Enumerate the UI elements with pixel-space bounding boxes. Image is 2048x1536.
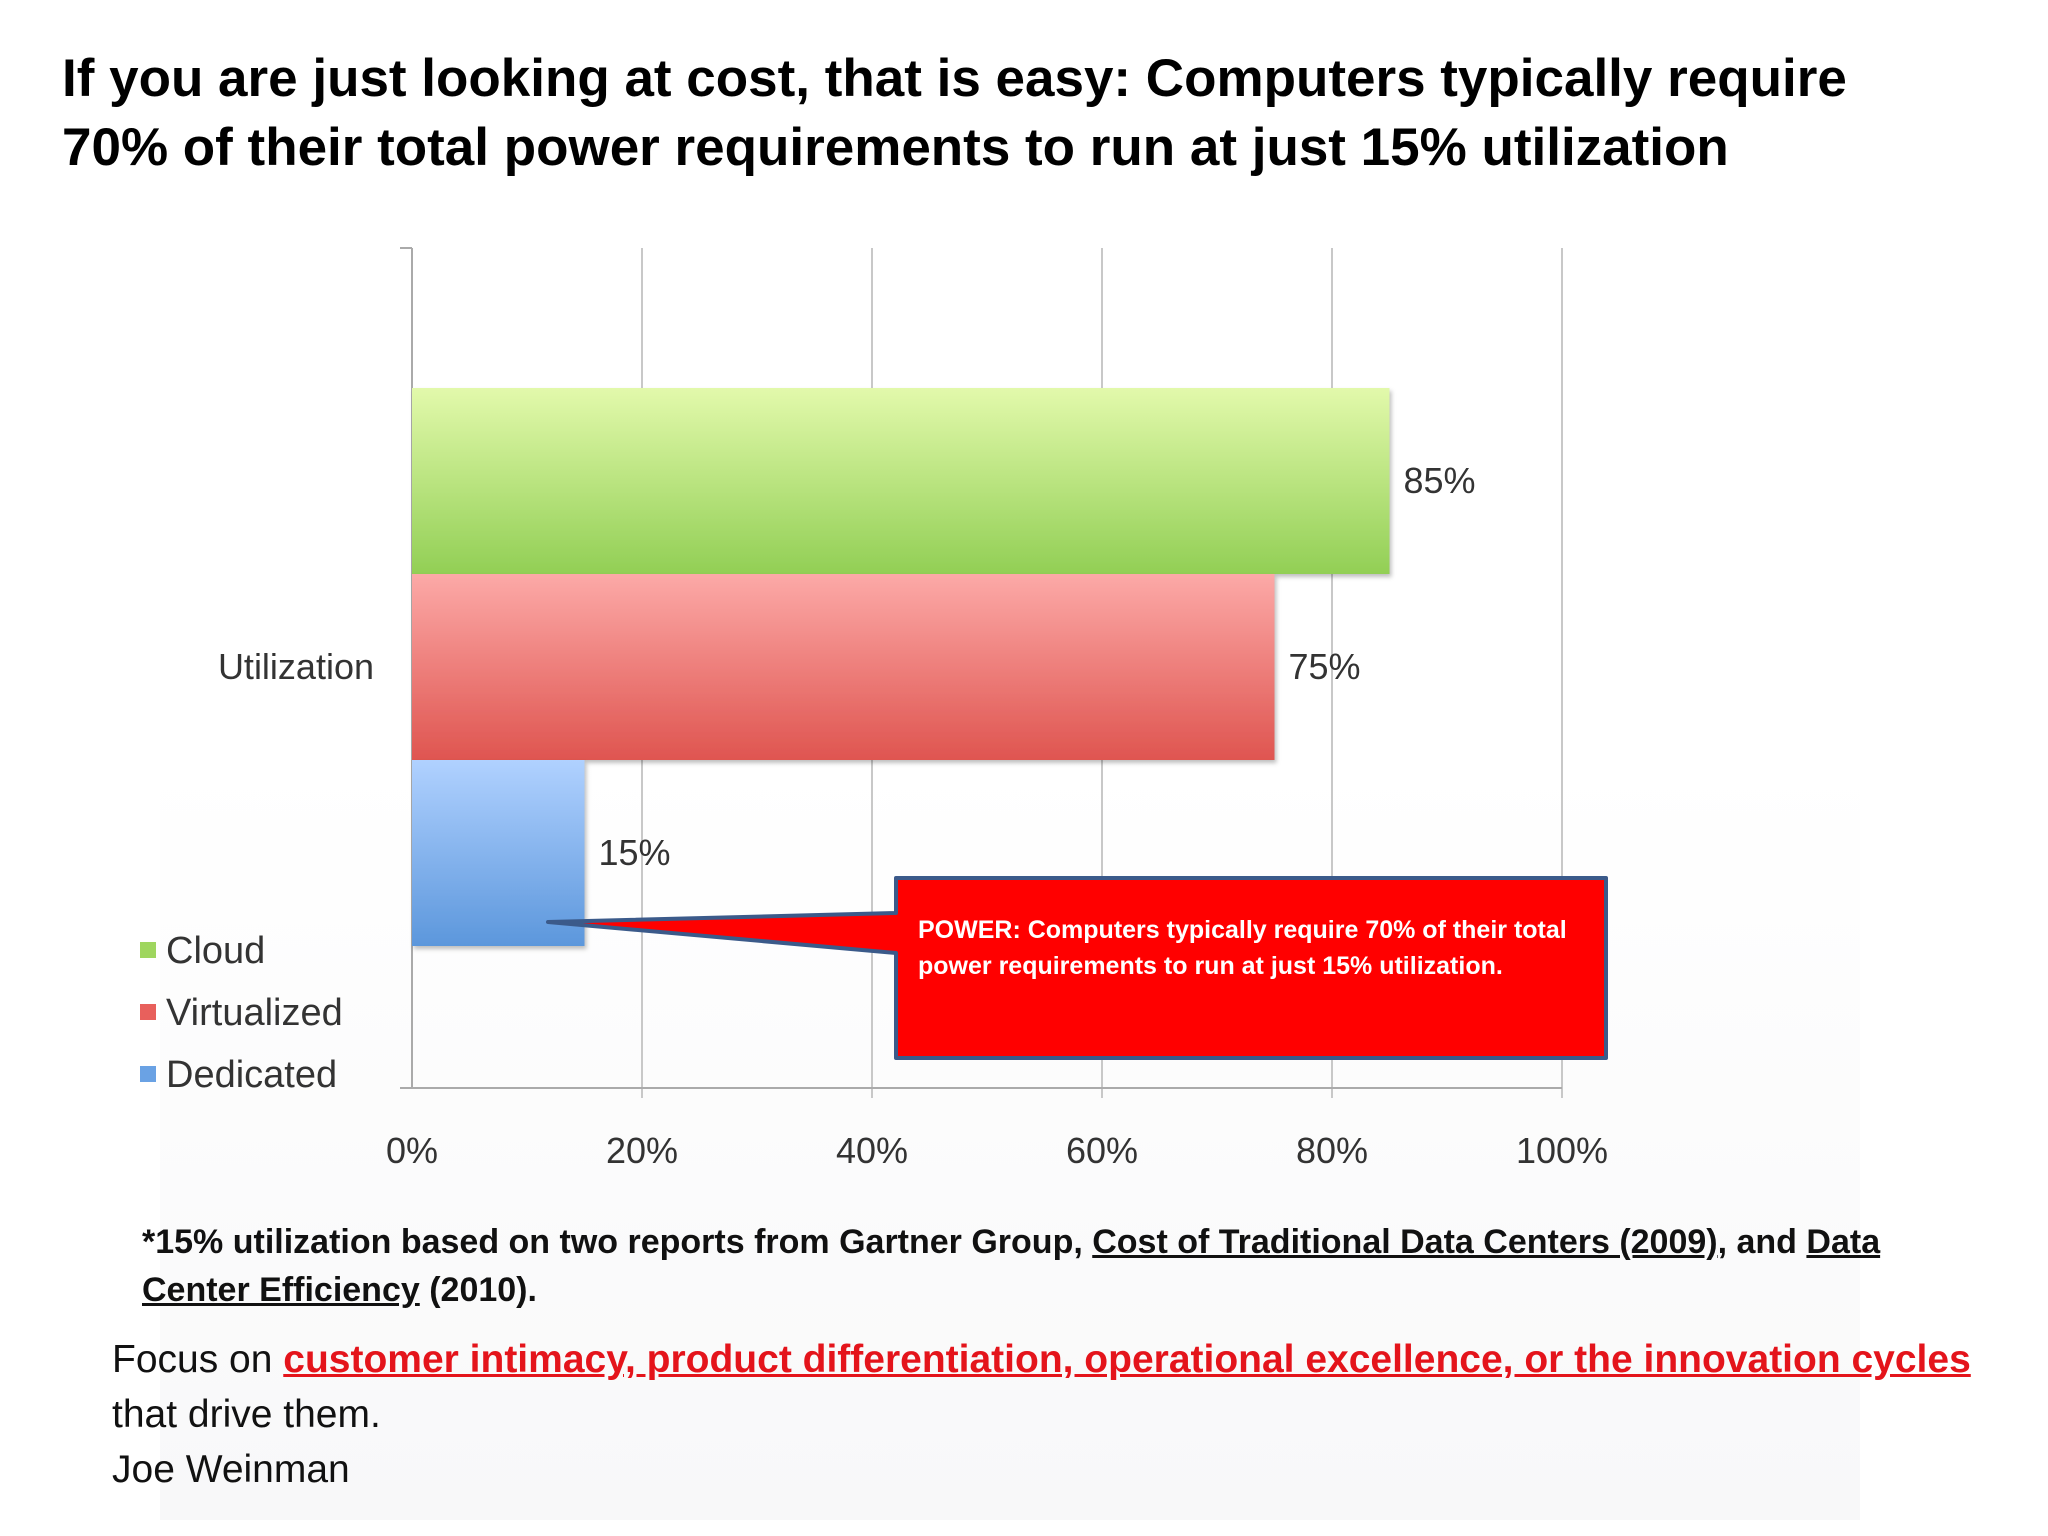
x-tick-label: 100% bbox=[1516, 1130, 1608, 1171]
bars bbox=[412, 388, 1390, 946]
data-label-dedicated: 15% bbox=[599, 832, 671, 873]
footnote-ref-cost: Cost of Traditional Data Centers (2009) bbox=[1092, 1223, 1718, 1261]
quote-emphasis: customer intimacy, product differentiati… bbox=[283, 1338, 1971, 1381]
footnote-middle: , and bbox=[1717, 1223, 1807, 1261]
data-label-virtualized: 75% bbox=[1289, 646, 1361, 687]
legend-label-virtualized: Virtualized bbox=[166, 992, 343, 1034]
legend-swatch-virtualized bbox=[140, 1004, 156, 1020]
legend: Cloud Virtualized Dedicated bbox=[140, 930, 343, 1096]
data-label-cloud: 85% bbox=[1404, 460, 1476, 501]
quote-tail: that drive them. bbox=[112, 1393, 381, 1436]
quote-author: Joe Weinman bbox=[112, 1448, 350, 1491]
quote-lead: Focus on bbox=[112, 1338, 284, 1381]
category-label: Utilization bbox=[218, 646, 374, 687]
x-tick-label: 60% bbox=[1066, 1130, 1138, 1171]
footnote-suffix: (2010). bbox=[419, 1271, 537, 1309]
callout-shape bbox=[546, 876, 1608, 1060]
bar-dedicated bbox=[412, 760, 585, 946]
data-labels: Utilization 85% 75% 15% bbox=[218, 460, 1476, 873]
legend-swatch-dedicated bbox=[140, 1066, 156, 1082]
footnote-prefix: *15% utilization based on two reports fr… bbox=[142, 1223, 1093, 1261]
footnote-ref-efficiency: Data Center Efficiency bbox=[142, 1223, 1881, 1309]
x-tick-label: 40% bbox=[836, 1130, 908, 1171]
callout-box bbox=[546, 876, 1608, 1060]
legend-label-dedicated: Dedicated bbox=[166, 1054, 337, 1096]
x-tick-label: 0% bbox=[386, 1130, 438, 1171]
x-tick-label: 80% bbox=[1296, 1130, 1368, 1171]
x-tick-labels: 0% 20% 40% 60% 80% 100% bbox=[386, 1130, 1608, 1171]
footnote: *15% utilization based on two reports fr… bbox=[142, 1218, 1882, 1314]
legend-label-cloud: Cloud bbox=[166, 930, 265, 972]
legend-swatch-cloud bbox=[140, 942, 156, 958]
quote-block: Focus on customer intimacy, product diff… bbox=[112, 1332, 1992, 1497]
slide-title: If you are just looking at cost, that is… bbox=[62, 49, 1847, 177]
callout-text: POWER: Computers typically require 70% o… bbox=[918, 916, 1567, 980]
bar-virtualized bbox=[412, 574, 1275, 760]
x-tick-label: 20% bbox=[606, 1130, 678, 1171]
bar-cloud bbox=[412, 388, 1390, 574]
